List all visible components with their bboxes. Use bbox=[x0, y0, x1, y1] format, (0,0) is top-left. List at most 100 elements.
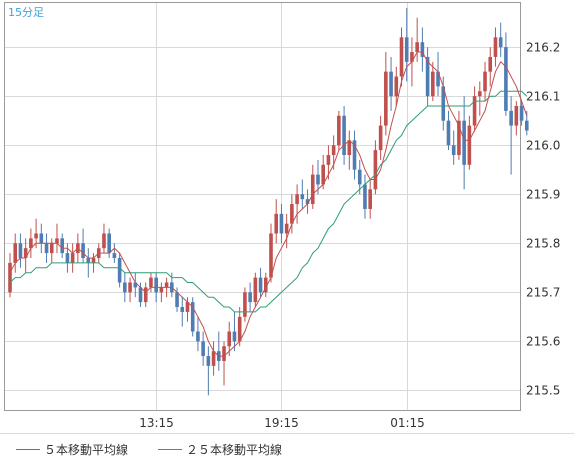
candle bbox=[269, 223, 273, 283]
candle-body bbox=[65, 253, 70, 263]
candle-body bbox=[180, 307, 185, 312]
candle-body bbox=[399, 37, 404, 77]
candle bbox=[478, 81, 482, 116]
candle bbox=[180, 297, 185, 327]
candle bbox=[227, 321, 232, 357]
candle-body bbox=[300, 194, 305, 200]
candle bbox=[373, 140, 378, 195]
candle-body bbox=[123, 282, 127, 293]
candle-body bbox=[201, 341, 205, 357]
candle bbox=[248, 282, 252, 312]
y-tick-label: 215.8 bbox=[526, 237, 560, 251]
y-tick-label: 215.5 bbox=[526, 384, 560, 398]
x-tick-label: 13:15 bbox=[139, 416, 174, 430]
candle-body bbox=[39, 233, 44, 244]
candle-body bbox=[29, 238, 33, 249]
candle bbox=[415, 17, 419, 62]
candle bbox=[451, 130, 456, 165]
candle-body bbox=[310, 174, 315, 205]
candle-body bbox=[263, 277, 268, 293]
candle-body bbox=[117, 257, 122, 283]
candle bbox=[310, 164, 315, 209]
candle bbox=[70, 243, 75, 273]
y-tick-label: 215.6 bbox=[526, 335, 560, 349]
candle bbox=[457, 110, 461, 160]
candle bbox=[258, 267, 263, 298]
candle-body bbox=[472, 96, 477, 126]
candle-body bbox=[326, 155, 331, 165]
candle bbox=[81, 228, 85, 263]
candle-body bbox=[159, 287, 164, 293]
candle-body bbox=[389, 71, 393, 97]
candle-body bbox=[431, 71, 435, 97]
candle bbox=[493, 27, 498, 67]
candle bbox=[243, 287, 247, 322]
candle-body bbox=[196, 331, 200, 342]
candle-body bbox=[55, 238, 59, 244]
candle-body bbox=[493, 37, 498, 57]
candle bbox=[347, 130, 352, 170]
candle bbox=[498, 22, 503, 57]
candle bbox=[305, 189, 310, 214]
candle bbox=[102, 223, 106, 254]
candle bbox=[519, 101, 524, 126]
candle bbox=[316, 159, 320, 195]
y-tick-label: 215.7 bbox=[526, 286, 560, 300]
candle-body bbox=[222, 346, 226, 361]
candle-body bbox=[441, 86, 446, 121]
candle bbox=[211, 341, 216, 376]
candle bbox=[352, 130, 357, 180]
ma25-line bbox=[9, 90, 528, 313]
candle-body bbox=[337, 115, 341, 146]
candle-body bbox=[128, 282, 132, 293]
candle-body bbox=[373, 150, 378, 190]
candle-body bbox=[295, 194, 299, 205]
candle-body bbox=[13, 243, 18, 263]
candle-body bbox=[331, 145, 336, 156]
candle-body bbox=[23, 248, 28, 258]
candle-body bbox=[190, 302, 195, 332]
candle-body bbox=[154, 277, 158, 293]
candle bbox=[117, 253, 122, 288]
candle-body bbox=[49, 243, 54, 254]
candle-body bbox=[290, 204, 294, 224]
candle-body bbox=[410, 52, 414, 62]
y-tick-label: 215.9 bbox=[526, 188, 560, 202]
candle-body bbox=[143, 287, 148, 303]
candle-body bbox=[44, 243, 49, 254]
x-tick-label: 19:15 bbox=[264, 416, 299, 430]
candle bbox=[133, 272, 138, 298]
candle bbox=[384, 52, 388, 136]
candle-body bbox=[284, 223, 289, 234]
candle-body bbox=[420, 42, 425, 57]
candle bbox=[389, 56, 393, 111]
candle-body bbox=[60, 238, 64, 254]
candle bbox=[357, 159, 362, 195]
ma5-line bbox=[9, 51, 528, 357]
candle-body bbox=[133, 282, 138, 288]
candle-body bbox=[279, 213, 284, 234]
candle bbox=[404, 7, 409, 82]
candle-body bbox=[91, 257, 96, 263]
candle bbox=[185, 297, 190, 322]
candle-body bbox=[378, 125, 383, 151]
candle bbox=[55, 223, 59, 254]
plot-frame bbox=[4, 2, 521, 411]
candle-body bbox=[384, 71, 388, 126]
candle bbox=[378, 115, 383, 160]
candle bbox=[123, 272, 127, 303]
candle-body bbox=[8, 262, 12, 293]
legend-ma25-label: ２５本移動平均線 bbox=[186, 442, 282, 457]
legend-ma5-label: ５本移動平均線 bbox=[44, 442, 128, 457]
candle-body bbox=[478, 91, 482, 97]
candle bbox=[462, 96, 466, 190]
candle bbox=[290, 194, 294, 234]
candle-body bbox=[227, 331, 232, 347]
candle bbox=[436, 52, 440, 97]
y-tick-label: 216.1 bbox=[526, 90, 560, 104]
candle bbox=[206, 346, 211, 396]
candle bbox=[274, 199, 279, 244]
candle-body bbox=[211, 351, 216, 366]
candle bbox=[399, 27, 404, 87]
